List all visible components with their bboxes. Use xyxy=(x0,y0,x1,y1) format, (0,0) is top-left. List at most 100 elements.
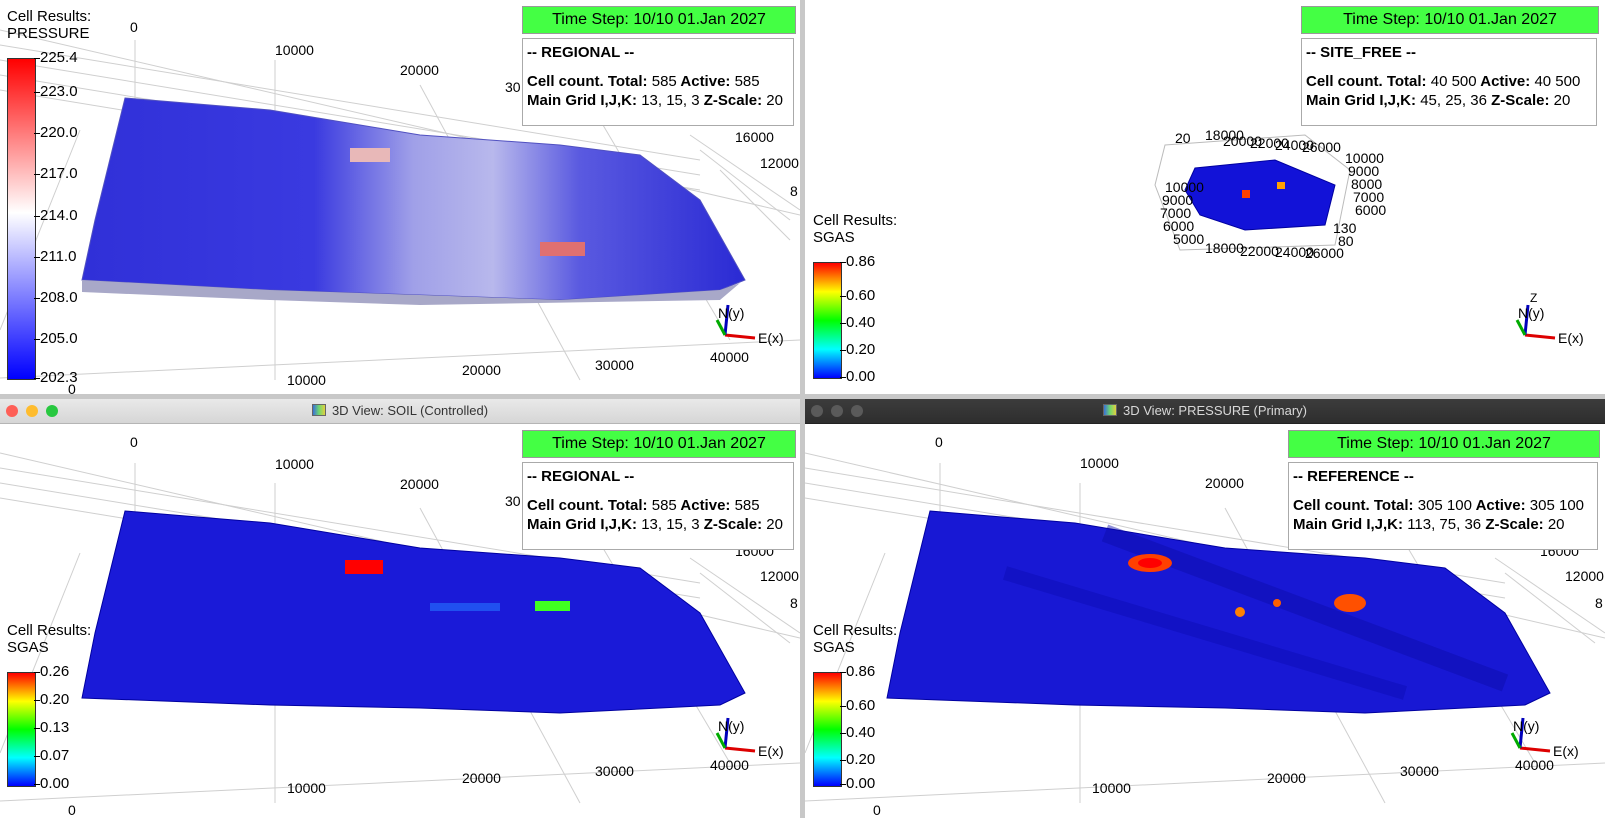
close-dot-icon[interactable] xyxy=(6,405,18,417)
axis-labels: 0 10000 20000 10000 20000 30000 40000 0 … xyxy=(873,434,1604,818)
window-titlebar[interactable]: 3D View: SOIL (Controlled) xyxy=(0,399,800,424)
svg-text:22000: 22000 xyxy=(1250,135,1289,151)
legend-color-bar xyxy=(813,672,842,787)
reservoir-surface[interactable] xyxy=(81,510,746,714)
svg-text:10000: 10000 xyxy=(275,456,314,472)
high-pressure-cell xyxy=(540,242,585,256)
gas-plume xyxy=(1334,594,1366,612)
svg-text:E(x): E(x) xyxy=(1558,330,1584,346)
reservoir-surface[interactable] xyxy=(1184,159,1336,231)
svg-text:10000: 10000 xyxy=(287,780,326,796)
svg-text:N(y): N(y) xyxy=(718,718,744,734)
window-title: 3D View: PRESSURE (Primary) xyxy=(805,403,1605,418)
svg-text:24000: 24000 xyxy=(1275,244,1314,260)
time-step-label: Time Step: 10/10 01.Jan 2027 xyxy=(522,430,796,458)
3d-viewport[interactable]: 0 10000 20000 30 10000 20000 30000 40000… xyxy=(0,0,800,394)
gas-plume xyxy=(1277,182,1285,189)
svg-text:6000: 6000 xyxy=(1163,218,1194,234)
grid-lines xyxy=(1154,134,1351,251)
info-box: -- SITE_FREE -- Cell count. Total: 40 50… xyxy=(1301,38,1597,126)
cell-results-title: Cell Results: SGAS xyxy=(7,622,92,656)
gas-cell xyxy=(345,560,383,574)
axis-labels: 0 10000 20000 30 10000 20000 30000 40000… xyxy=(68,434,799,818)
svg-text:8: 8 xyxy=(790,183,798,199)
svg-text:30: 30 xyxy=(505,493,521,509)
svg-text:20: 20 xyxy=(1175,130,1191,146)
axis-triad-icon: E(x) N(y) Z xyxy=(1515,291,1584,346)
cell-results-title: Cell Results: PRESSURE xyxy=(7,8,92,42)
case-name: -- REFERENCE -- xyxy=(1293,468,1414,485)
3d-viewport[interactable]: 0 10000 20000 10000 20000 30000 40000 0 … xyxy=(805,423,1605,818)
svg-text:8: 8 xyxy=(1595,595,1603,611)
svg-text:20000: 20000 xyxy=(400,62,439,78)
svg-text:30000: 30000 xyxy=(595,357,634,373)
info-box: -- REGIONAL -- Cell count. Total: 585 Ac… xyxy=(522,38,794,126)
svg-text:22000: 22000 xyxy=(1240,243,1279,259)
svg-text:26000: 26000 xyxy=(1302,139,1341,155)
zoom-dot-icon[interactable] xyxy=(851,405,863,417)
gas-plume xyxy=(1273,599,1281,607)
svg-text:10000: 10000 xyxy=(1080,455,1119,471)
svg-text:E(x): E(x) xyxy=(758,330,784,346)
axis-triad-icon: E(x) N(y) xyxy=(715,717,784,759)
svg-text:7000: 7000 xyxy=(1160,205,1191,221)
gas-cell xyxy=(535,601,570,611)
zoom-dot-icon[interactable] xyxy=(46,405,58,417)
svg-text:12000: 12000 xyxy=(760,568,799,584)
svg-text:16000: 16000 xyxy=(735,129,774,145)
svg-text:8: 8 xyxy=(790,595,798,611)
svg-text:20000: 20000 xyxy=(1223,133,1262,149)
time-step-label: Time Step: 10/10 01.Jan 2027 xyxy=(1288,430,1600,458)
time-step-label: Time Step: 10/10 01.Jan 2027 xyxy=(1301,6,1599,34)
svg-text:E(x): E(x) xyxy=(1553,743,1579,759)
svg-text:24000: 24000 xyxy=(1275,137,1314,153)
svg-text:10000: 10000 xyxy=(1092,780,1131,796)
minimize-dot-icon[interactable] xyxy=(831,405,843,417)
high-pressure-cell xyxy=(350,148,390,162)
svg-text:30: 30 xyxy=(505,79,521,95)
svg-text:5000: 5000 xyxy=(1173,231,1204,247)
svg-text:0: 0 xyxy=(68,802,76,818)
svg-text:18000: 18000 xyxy=(1205,240,1244,256)
horizontal-splitter[interactable] xyxy=(0,394,1605,399)
reservoir-surface[interactable] xyxy=(886,510,1551,714)
svg-text:26000: 26000 xyxy=(1305,245,1344,261)
svg-text:0: 0 xyxy=(873,802,881,818)
gas-cell xyxy=(430,603,500,611)
window-title: 3D View: SOIL (Controlled) xyxy=(0,403,800,418)
svg-text:20000: 20000 xyxy=(400,476,439,492)
gas-plume xyxy=(1242,190,1250,198)
svg-text:N(y): N(y) xyxy=(1518,305,1544,321)
svg-text:0: 0 xyxy=(935,434,943,450)
window-titlebar[interactable]: 3D View: PRESSURE (Primary) xyxy=(805,399,1605,424)
view-regional-sgas[interactable]: 3D View: SOIL (Controlled) 0 10000 20000… xyxy=(0,399,800,818)
svg-text:30000: 30000 xyxy=(595,763,634,779)
case-name: -- SITE_FREE -- xyxy=(1306,44,1417,61)
cell-results-title: Cell Results: SGAS xyxy=(813,622,898,656)
view-reference-sgas[interactable]: 3D View: PRESSURE (Primary) 0 10000 2000… xyxy=(805,399,1605,818)
app-view-icon xyxy=(311,404,326,416)
svg-text:40000: 40000 xyxy=(710,349,749,365)
svg-text:12000: 12000 xyxy=(760,155,799,171)
vertical-splitter[interactable] xyxy=(800,0,805,818)
svg-text:9000: 9000 xyxy=(1162,192,1193,208)
svg-text:7000: 7000 xyxy=(1353,189,1384,205)
svg-text:0: 0 xyxy=(130,19,138,35)
svg-text:40000: 40000 xyxy=(1515,757,1554,773)
axis-triad-icon: E(x) N(y) xyxy=(715,304,784,346)
view-regional-pressure[interactable]: 0 10000 20000 30 10000 20000 30000 40000… xyxy=(0,0,800,394)
view-site-free-sgas[interactable]: 20 18000 20000 22000 24000 26000 10000 9… xyxy=(805,0,1605,394)
svg-text:Z: Z xyxy=(1530,291,1537,305)
svg-text:E(x): E(x) xyxy=(758,743,784,759)
3d-viewport[interactable]: 0 10000 20000 30 10000 20000 30000 40000… xyxy=(0,423,800,818)
legend-color-bar xyxy=(813,262,842,379)
3d-viewport[interactable]: 20 18000 20000 22000 24000 26000 10000 9… xyxy=(805,0,1605,394)
minimize-dot-icon[interactable] xyxy=(26,405,38,417)
svg-text:N(y): N(y) xyxy=(1513,718,1539,734)
svg-text:N(y): N(y) xyxy=(718,305,744,321)
info-box: -- REGIONAL -- Cell count. Total: 585 Ac… xyxy=(522,462,794,550)
close-dot-icon[interactable] xyxy=(811,405,823,417)
svg-text:12000: 12000 xyxy=(1565,568,1604,584)
svg-text:40000: 40000 xyxy=(710,757,749,773)
svg-text:18000: 18000 xyxy=(1205,127,1244,143)
